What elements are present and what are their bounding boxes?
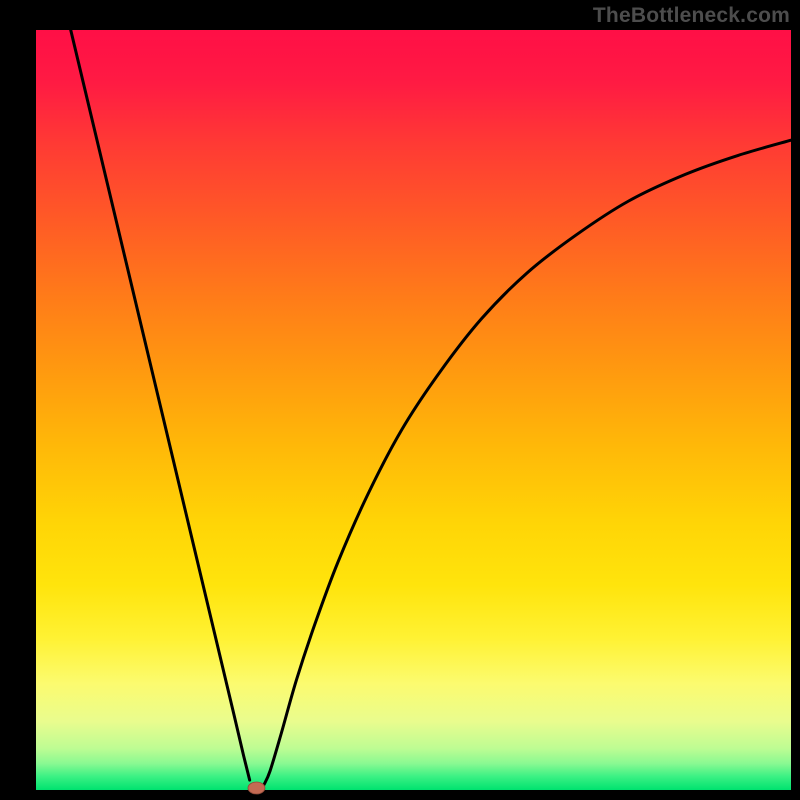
chart-canvas: TheBottleneck.com — [0, 0, 800, 800]
chart-svg — [0, 0, 800, 800]
minimum-marker — [248, 782, 265, 794]
watermark-text: TheBottleneck.com — [593, 4, 790, 28]
